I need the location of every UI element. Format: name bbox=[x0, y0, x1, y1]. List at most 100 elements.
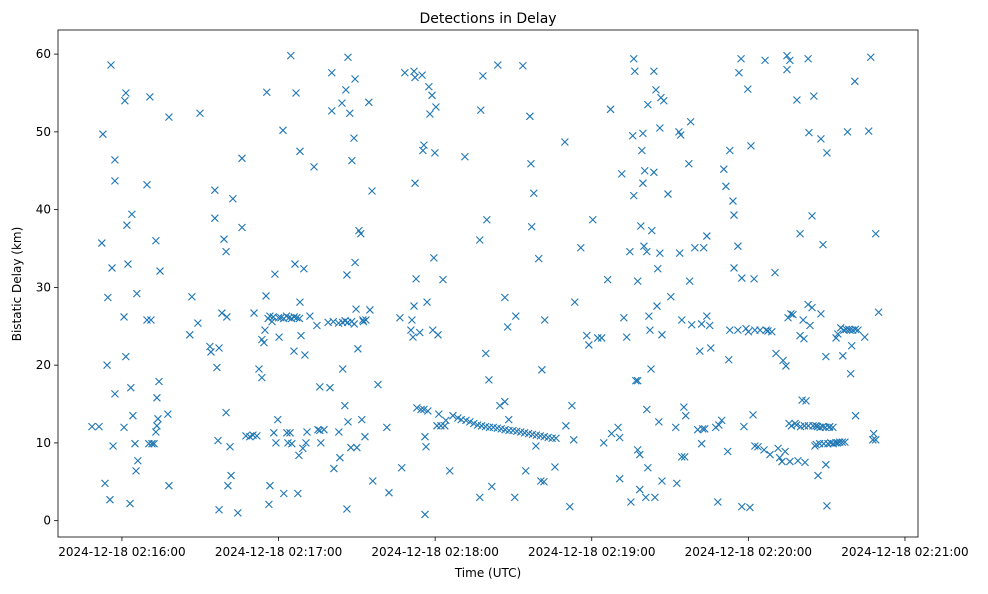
data-point-362 bbox=[714, 421, 723, 429]
data-point-65 bbox=[227, 471, 235, 480]
data-point-390 bbox=[760, 446, 768, 454]
data-point-203 bbox=[430, 148, 439, 157]
data-point-244 bbox=[479, 71, 487, 80]
data-point-139 bbox=[341, 85, 350, 94]
data-point-41 bbox=[151, 428, 160, 436]
data-point-159 bbox=[366, 306, 374, 314]
data-point-277 bbox=[582, 331, 591, 340]
data-point-425 bbox=[808, 303, 816, 312]
data-point-248 bbox=[487, 482, 496, 491]
data-point-311 bbox=[642, 405, 651, 414]
x-tick-label: 2024-12-18 02:17:00 bbox=[215, 545, 342, 559]
data-point-172 bbox=[350, 320, 359, 328]
data-point-175 bbox=[396, 313, 404, 322]
data-point-366 bbox=[723, 447, 732, 456]
data-point-135 bbox=[335, 453, 344, 462]
data-point-460 bbox=[871, 435, 880, 444]
data-point-423 bbox=[806, 321, 814, 330]
data-point-174 bbox=[362, 316, 370, 324]
data-point-377 bbox=[737, 274, 746, 282]
data-point-457 bbox=[866, 53, 875, 62]
data-point-470 bbox=[818, 422, 827, 431]
data-point-317 bbox=[647, 365, 655, 373]
data-point-478 bbox=[838, 438, 847, 447]
data-point-326 bbox=[655, 124, 664, 132]
data-point-370 bbox=[729, 197, 737, 205]
data-point-67 bbox=[233, 509, 242, 517]
data-point-209 bbox=[439, 275, 447, 284]
data-point-142 bbox=[344, 53, 352, 62]
data-point-401 bbox=[782, 362, 790, 370]
data-point-409 bbox=[789, 310, 797, 319]
data-point-109 bbox=[290, 347, 298, 356]
data-point-61 bbox=[222, 247, 230, 256]
data-point-374 bbox=[734, 326, 742, 335]
data-point-352 bbox=[697, 320, 706, 328]
data-point-333 bbox=[666, 292, 675, 301]
data-point-24 bbox=[129, 411, 137, 420]
data-point-4 bbox=[101, 479, 109, 488]
data-point-118 bbox=[299, 264, 308, 273]
data-point-64 bbox=[226, 442, 234, 451]
y-tick-label: 60 bbox=[36, 47, 51, 61]
plot-frame bbox=[57, 29, 919, 538]
data-point-164 bbox=[385, 488, 393, 497]
data-point-262 bbox=[529, 189, 538, 198]
data-point-288 bbox=[615, 433, 624, 442]
data-point-260 bbox=[527, 159, 535, 168]
data-point-299 bbox=[633, 376, 642, 385]
data-point-130 bbox=[326, 383, 334, 392]
data-point-348 bbox=[690, 243, 699, 252]
data-point-358 bbox=[705, 321, 714, 330]
data-point-51 bbox=[207, 348, 215, 356]
data-point-313 bbox=[643, 100, 652, 109]
data-point-25 bbox=[131, 439, 139, 448]
data-point-264 bbox=[534, 254, 543, 263]
data-point-100 bbox=[292, 313, 301, 322]
data-point-58 bbox=[218, 309, 226, 317]
data-point-305 bbox=[637, 146, 646, 155]
data-point-85 bbox=[268, 317, 276, 326]
data-point-356 bbox=[702, 232, 711, 240]
data-point-38 bbox=[154, 414, 162, 423]
data-point-74 bbox=[250, 309, 258, 317]
data-point-44 bbox=[165, 481, 173, 490]
data-point-155 bbox=[357, 415, 366, 424]
data-point-321 bbox=[651, 493, 659, 502]
data-point-134 bbox=[334, 428, 343, 436]
data-point-456 bbox=[864, 127, 873, 135]
data-point-176 bbox=[397, 463, 406, 472]
data-point-325 bbox=[654, 418, 663, 426]
data-point-15 bbox=[120, 423, 128, 432]
data-point-117 bbox=[298, 444, 307, 453]
data-point-138 bbox=[340, 401, 349, 410]
data-point-307 bbox=[639, 179, 647, 188]
data-point-454 bbox=[851, 411, 860, 420]
data-point-339 bbox=[677, 316, 686, 324]
data-point-161 bbox=[368, 477, 377, 485]
data-point-421 bbox=[804, 300, 813, 309]
data-point-200 bbox=[428, 91, 436, 100]
data-point-112 bbox=[293, 489, 302, 498]
data-point-53 bbox=[210, 214, 219, 223]
data-point-121 bbox=[303, 428, 311, 436]
data-point-414 bbox=[796, 331, 804, 340]
data-point-129 bbox=[320, 425, 328, 434]
data-point-300 bbox=[633, 446, 642, 454]
x-axis: 2024-12-18 02:16:00 2024-12-18 02:17:00 20… bbox=[58, 537, 969, 559]
data-point-351 bbox=[697, 439, 706, 448]
data-point-388 bbox=[754, 442, 762, 451]
data-point-332 bbox=[664, 190, 672, 198]
data-point-241 bbox=[475, 493, 484, 502]
data-point-243 bbox=[476, 106, 485, 114]
data-point-68 bbox=[238, 223, 246, 232]
data-point-455 bbox=[860, 333, 869, 342]
data-point-5 bbox=[103, 361, 111, 370]
data-point-297 bbox=[630, 67, 639, 76]
data-point-144 bbox=[345, 109, 354, 118]
data-point-338 bbox=[675, 249, 684, 258]
data-point-181 bbox=[410, 302, 418, 310]
data-point-355 bbox=[700, 425, 709, 433]
x-axis-label: Time (UTC) bbox=[454, 566, 521, 580]
data-point-42 bbox=[153, 421, 161, 430]
